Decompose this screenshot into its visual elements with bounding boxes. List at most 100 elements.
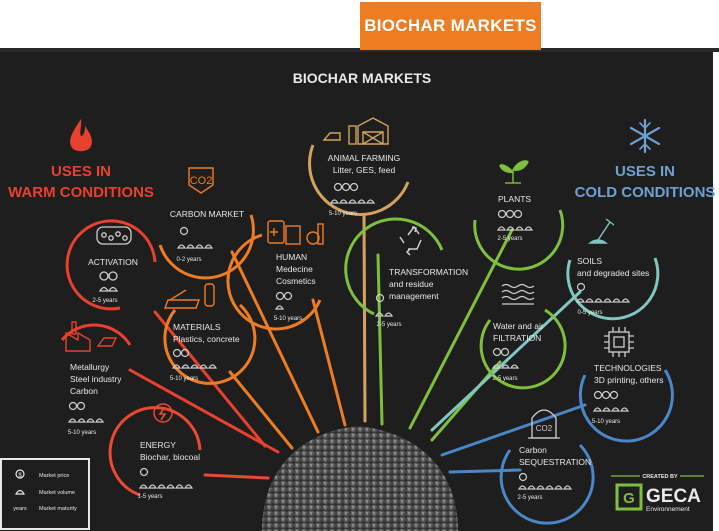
credit-logo: CREATED BY G GECA Environnement	[611, 474, 704, 513]
human-gauges	[274, 291, 293, 310]
activation-pellets-icon	[96, 226, 132, 245]
medicine-icon	[267, 220, 324, 245]
market-plants	[499, 160, 529, 184]
legend-price-symbol: $	[18, 473, 22, 479]
credit-sub: Environnement	[646, 506, 690, 513]
market-technologies	[604, 327, 634, 357]
plants-maturity: 2-5 years	[497, 236, 522, 242]
technologies-line1: TECHNOLOGIES	[594, 363, 662, 373]
metallurgy-line1: Metallurgy	[70, 362, 110, 372]
sprout-icon	[499, 160, 529, 184]
snowflake-icon	[629, 118, 661, 154]
carbon-market-label: CARBON MARKET	[170, 209, 244, 219]
ring-plants	[473, 209, 565, 271]
energy-icon	[153, 403, 173, 423]
warm-header-line1: USES IN	[51, 163, 111, 180]
legend-maturity-symbol: years	[13, 506, 27, 512]
construction-icon	[163, 283, 215, 309]
ring-carbon-market	[158, 214, 255, 280]
metallurgy-gauges	[67, 401, 105, 423]
human-line1: HUMAN	[276, 252, 307, 262]
flame-icon	[70, 119, 92, 152]
cold-uses-header: USES IN COLD CONDITIONS	[575, 118, 716, 201]
cold-header-line1: USES IN	[615, 163, 675, 180]
geca-mark: G	[623, 490, 635, 507]
co2-jar-label: CO2	[536, 424, 553, 433]
human-line3: Cosmetics	[276, 276, 316, 286]
ring-materials	[163, 303, 257, 385]
metallurgy-maturity: 5-10 years	[68, 430, 96, 436]
ring-sequestration	[499, 443, 595, 525]
credit-created-by: CREATED BY	[642, 474, 678, 480]
banner	[0, 0, 719, 52]
transformation-line3: management	[389, 291, 439, 301]
energy-line2: Biochar, biocoal	[140, 452, 200, 462]
materials-gauges	[171, 348, 218, 369]
sequestration-gauges	[517, 472, 573, 490]
animal-farming-line2: Litter, GES, feed	[333, 165, 396, 175]
soils-gauges	[575, 282, 631, 303]
market-soils	[587, 218, 615, 244]
metallurgy-line2: Steel industry	[70, 374, 122, 384]
activation-label: ACTIVATION	[88, 257, 138, 267]
energy-maturity: 1-5 years	[137, 494, 162, 500]
technologies-line2: 3D printing, others	[594, 375, 663, 385]
sequestration-line2: SEQUESTRATION	[519, 457, 591, 467]
ring-human	[226, 233, 322, 331]
connector-lines	[128, 213, 587, 480]
carbon-market-maturity: 0-2 years	[176, 257, 201, 263]
legend-volume: Market volume	[39, 490, 75, 496]
co2-icon	[188, 167, 214, 194]
transformation-maturity: 2-5 years	[376, 322, 401, 328]
recycle-icon	[399, 225, 422, 256]
plants-gauges	[496, 209, 534, 231]
factory-icon	[65, 321, 118, 352]
volume-symbols	[98, 286, 119, 292]
energy-line1: ENERGY	[140, 440, 176, 450]
soils-line1: SOILS	[577, 256, 602, 266]
market-rings	[60, 144, 674, 525]
metallurgy-line3: Carbon	[70, 386, 98, 396]
animal-farming-gauges	[329, 182, 376, 204]
market-energy	[153, 403, 173, 423]
technologies-gauges	[592, 390, 630, 412]
human-maturity: 5-10 years	[274, 316, 302, 322]
energy-gauges	[138, 467, 194, 489]
ring-water	[479, 308, 567, 390]
carbon-market-gauges	[176, 226, 214, 249]
water-air-icon	[501, 283, 535, 305]
cold-header-line2: COLD CONDITIONS	[575, 184, 716, 201]
soils-maturity: 0-5 years	[577, 310, 602, 316]
animal-farming-line1: ANIMAL FARMING	[328, 153, 400, 163]
warm-header-line2: WARM CONDITIONS	[8, 184, 154, 201]
ring-soils	[566, 257, 660, 321]
transformation-line2: and residue	[389, 279, 434, 289]
materials-line2: Plastics, concrete	[173, 334, 240, 344]
water-maturity: 2-5 years	[492, 376, 517, 382]
ring-energy	[108, 406, 202, 497]
warm-uses-header: USES IN WARM CONDITIONS	[8, 119, 154, 201]
legend-volume-symbol	[14, 489, 26, 495]
credit-brand: GECA	[646, 486, 701, 507]
plants-label: PLANTS	[498, 194, 531, 204]
materials-line1: MATERIALS	[173, 322, 221, 332]
biochar-pile-image	[262, 426, 458, 531]
farm-icon	[322, 117, 389, 145]
banner-title: BIOCHAR MARKETS	[360, 2, 541, 50]
co2-icon-label: CO2	[190, 175, 213, 187]
ring-animal-farming	[308, 144, 410, 216]
legend-maturity: Market maturity	[39, 506, 77, 512]
materials-maturity: 5-10 years	[170, 376, 198, 382]
price-symbols	[99, 271, 118, 281]
market-human	[267, 220, 324, 245]
sequestration-maturity: 2-5 years	[517, 495, 542, 501]
banner-divider	[0, 48, 719, 52]
market-metallurgy	[65, 321, 118, 352]
technologies-maturity: 5-10 years	[592, 419, 620, 425]
diagram-title: BIOCHAR MARKETS	[293, 70, 431, 86]
market-transformation	[399, 225, 422, 256]
market-activation	[96, 226, 132, 292]
ring-metallurgy	[60, 323, 132, 346]
